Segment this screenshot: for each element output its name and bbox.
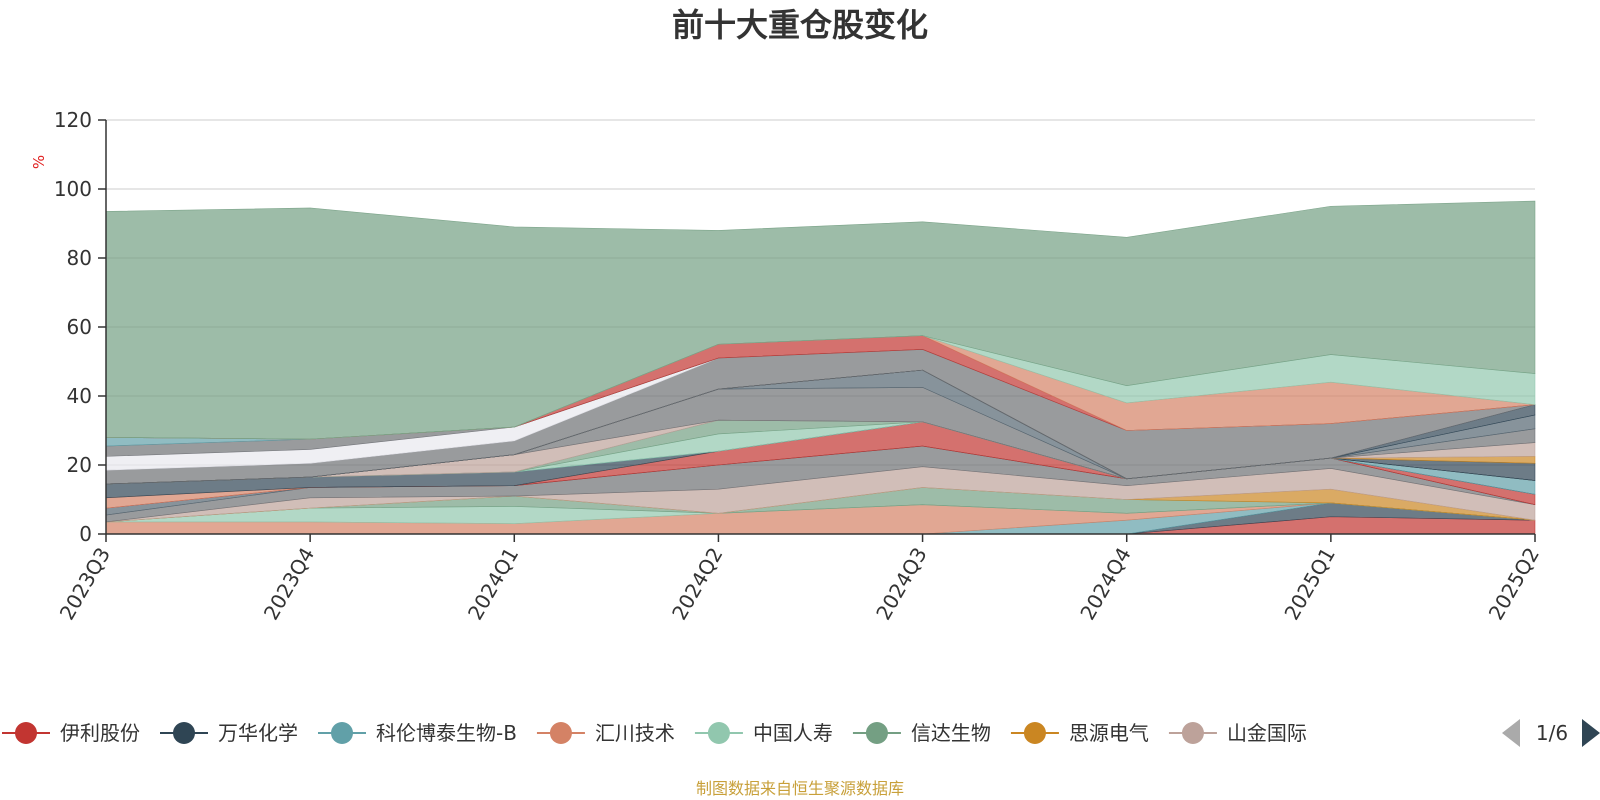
legend-marker bbox=[865, 722, 888, 744]
stacked-areas bbox=[105, 200, 1536, 535]
x-tick-label: 2024Q1 bbox=[463, 543, 523, 624]
legend-item[interactable]: 中国人寿 bbox=[694, 721, 833, 745]
y-tick-label: 0 bbox=[79, 522, 92, 546]
legend-marker bbox=[549, 722, 572, 744]
legend-marker bbox=[173, 722, 195, 744]
x-tick-label: 2023Q4 bbox=[259, 543, 319, 624]
legend-marker bbox=[15, 722, 37, 744]
legend-item[interactable]: 信达生物 bbox=[852, 721, 991, 745]
x-tick-label: 2024Q2 bbox=[667, 543, 727, 624]
x-tick-label: 2023Q3 bbox=[55, 543, 115, 624]
source-note: 制图数据来自恒生聚源数据库 bbox=[696, 779, 904, 798]
legend-prev-page-icon[interactable] bbox=[1502, 719, 1520, 747]
legend-label: 思源电气 bbox=[1069, 721, 1149, 745]
legend-item[interactable]: 汇川技术 bbox=[536, 721, 675, 745]
y-tick-label: 120 bbox=[54, 108, 92, 132]
x-tick-label: 2024Q3 bbox=[871, 543, 931, 624]
legend-label: 山金国际 bbox=[1227, 721, 1307, 745]
area-series-32 bbox=[105, 200, 1536, 440]
y-tick-label: 20 bbox=[67, 453, 92, 477]
legend-item[interactable]: 伊利股份 bbox=[2, 721, 140, 745]
legend-label: 科伦博泰生物-B bbox=[376, 721, 517, 745]
legend-page-indicator: 1/6 bbox=[1536, 721, 1568, 745]
chart-title: 前十大重仓股变化 bbox=[672, 6, 928, 44]
legend-item[interactable]: 万华化学 bbox=[160, 721, 298, 745]
y-tick-label: 40 bbox=[67, 384, 92, 408]
y-tick-label: 60 bbox=[67, 315, 92, 339]
legend: 伊利股份 万华化学 科伦博泰生物-B 汇川技术 中国人寿 信达生物 思源电气 山金国际 1/6 bbox=[2, 719, 1600, 747]
legend-label: 中国人寿 bbox=[753, 721, 833, 745]
legend-marker bbox=[331, 722, 353, 744]
x-tick-label: 2024Q4 bbox=[1075, 543, 1135, 624]
legend-marker bbox=[707, 722, 730, 744]
legend-label: 万华化学 bbox=[218, 721, 298, 745]
legend-label: 伊利股份 bbox=[60, 721, 140, 745]
legend-label: 信达生物 bbox=[911, 721, 991, 745]
y-tick-label: 80 bbox=[67, 246, 92, 270]
legend-item[interactable]: 山金国际 bbox=[1168, 721, 1307, 745]
x-tick-label: 2025Q1 bbox=[1279, 543, 1339, 624]
y-tick-label: 100 bbox=[54, 177, 92, 201]
legend-next-page-icon[interactable] bbox=[1582, 719, 1600, 747]
legend-marker bbox=[1023, 722, 1046, 744]
legend-item[interactable]: 思源电气 bbox=[1010, 721, 1149, 745]
legend-marker bbox=[1181, 722, 1204, 744]
y-axis-unit: % bbox=[30, 155, 48, 169]
x-tick-label: 2025Q2 bbox=[1484, 543, 1544, 624]
legend-item[interactable]: 科伦博泰生物-B bbox=[318, 721, 517, 745]
legend-label: 汇川技术 bbox=[595, 721, 675, 745]
